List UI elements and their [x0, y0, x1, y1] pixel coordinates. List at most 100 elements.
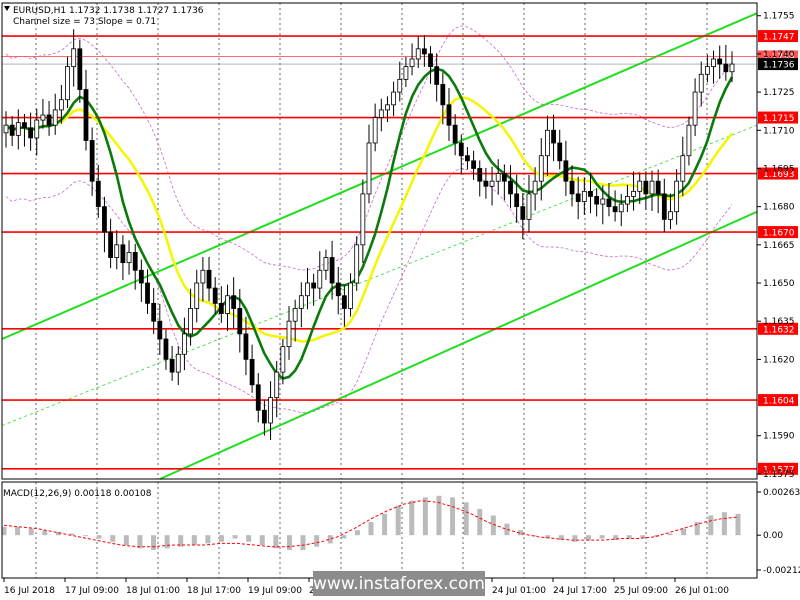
candle-body: [489, 180, 495, 187]
collapse-arrow-icon[interactable]: [4, 6, 10, 11]
candle-body: [169, 358, 175, 373]
candle-body: [366, 142, 372, 195]
candle-body: [428, 53, 433, 68]
macd-bar: [518, 530, 524, 536]
price-tick-label: 1.1635: [763, 317, 795, 327]
candle-body: [692, 91, 698, 126]
candle-body: [255, 384, 261, 411]
candle-body: [200, 269, 206, 284]
price-panel-frame: [1, 2, 758, 480]
candle-body: [508, 180, 513, 195]
macd-bar: [368, 522, 374, 536]
band-lower: [5, 168, 733, 414]
candle-body: [520, 206, 526, 220]
ma-slow-line: [5, 95, 734, 343]
macd-bar: [151, 535, 157, 550]
macd-bar: [286, 535, 292, 550]
candle-body: [563, 160, 569, 182]
macd-bar: [558, 535, 564, 541]
macd-bar: [218, 535, 224, 542]
candle-body: [52, 109, 58, 126]
macd-bar: [246, 535, 252, 542]
macd-bar: [422, 497, 428, 536]
level-badge: [758, 167, 798, 180]
macd-bar: [15, 526, 21, 536]
candle-body: [132, 252, 138, 271]
time-label: 18 Jul 17:00: [187, 586, 241, 596]
candle-body: [262, 409, 267, 424]
candle-body: [354, 244, 360, 284]
macd-bar: [708, 515, 714, 536]
macd-bar: [83, 535, 89, 537]
macd-bar: [504, 523, 510, 536]
candle-body: [341, 295, 347, 309]
price-tick-label: 1.1740: [763, 50, 795, 60]
level-label: 1.1747: [763, 33, 795, 43]
candle-body: [434, 66, 440, 85]
macd-bar: [137, 535, 143, 549]
level-label: 1.1577: [763, 465, 795, 475]
candle-body: [415, 48, 421, 60]
macd-bar: [613, 535, 619, 541]
macd-bar: [545, 535, 551, 539]
level-label: 1.1715: [763, 114, 795, 124]
macd-bar: [1, 526, 7, 536]
candle-body: [649, 180, 655, 195]
price-tick-label: 1.1755: [763, 12, 795, 22]
candle-body: [385, 104, 390, 111]
candle-body: [680, 155, 686, 182]
channel-upper-line: [1, 12, 758, 340]
candle-body: [323, 257, 329, 271]
level-badge: [758, 226, 798, 239]
price-tick-label: 1.1725: [763, 88, 795, 98]
macd-bar: [232, 535, 238, 539]
candle-body: [378, 109, 384, 118]
candle-body: [138, 269, 144, 284]
macd-bar: [572, 535, 578, 542]
price-tick-label: 1.1695: [763, 164, 795, 174]
candle-body: [514, 193, 520, 208]
level-label: 1.1604: [763, 397, 795, 407]
macd-bar: [382, 513, 388, 536]
macd-bar: [409, 500, 415, 536]
candle-body: [575, 193, 581, 202]
price-tick-label: 1.1680: [763, 203, 795, 213]
candle-body: [483, 180, 489, 187]
candle-body: [225, 295, 230, 314]
macd-bar: [694, 522, 700, 536]
candle-body: [280, 346, 286, 373]
macd-bar: [640, 535, 646, 539]
macd-bar: [463, 502, 469, 536]
candle-body: [15, 122, 21, 136]
watermark: www.instaforex.com: [313, 571, 485, 596]
candle-body: [126, 252, 132, 264]
price-tick-label: 1.1620: [763, 355, 795, 365]
level-badge: [758, 394, 798, 407]
candle-body: [717, 58, 723, 65]
macd-bar: [721, 512, 727, 536]
macd-bar: [735, 513, 741, 536]
candle-body: [286, 320, 292, 348]
macd-bar: [681, 528, 687, 536]
price-tick-label: 1.1590: [763, 432, 795, 442]
level-badge: [758, 322, 798, 335]
candle-body: [409, 58, 415, 68]
candle-body: [458, 142, 464, 157]
macd-bar: [110, 535, 116, 542]
time-label: 24 Jul 01:00: [492, 586, 546, 596]
candle-body: [243, 333, 249, 360]
candle-body: [643, 180, 649, 195]
candle-body: [34, 119, 40, 139]
macd-tick-label: 0.00263: [763, 488, 800, 498]
current-price-label: 1.1736: [763, 61, 795, 71]
macd-bar: [178, 535, 184, 547]
macd-bar: [436, 495, 442, 536]
candle-body: [22, 122, 27, 129]
candle-body: [83, 89, 89, 141]
candle-body: [95, 180, 101, 208]
price-tick-label: 1.1575: [763, 470, 795, 480]
candle-body: [446, 104, 452, 126]
candle-body: [9, 124, 15, 136]
candle-body: [329, 257, 335, 284]
candle-body: [661, 193, 667, 220]
